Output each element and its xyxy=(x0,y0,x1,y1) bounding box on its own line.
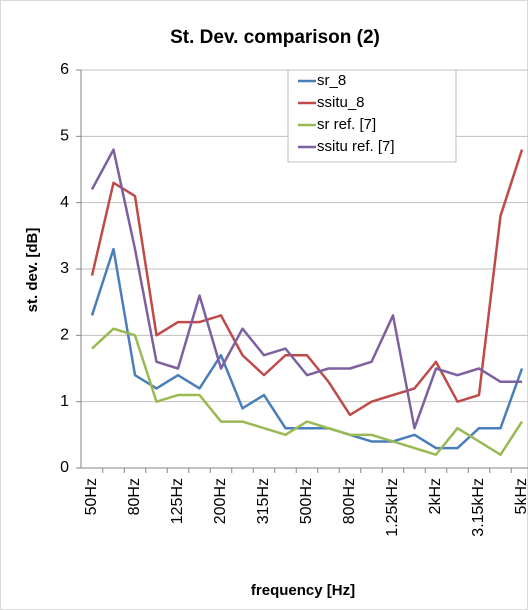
y-tick-label: 3 xyxy=(60,260,69,277)
x-tick-label: 800Hz xyxy=(341,478,358,524)
x-tick-label: 5kHz xyxy=(513,478,528,514)
line-series xyxy=(90,247,524,450)
y-tick-label: 6 xyxy=(60,61,69,78)
y-tick-label: 0 xyxy=(60,459,69,476)
x-tick-label: 125Hz xyxy=(169,478,186,524)
x-tick-label: 80Hz xyxy=(126,478,143,515)
y-tick-label: 1 xyxy=(60,393,69,410)
y-tick-label: 4 xyxy=(60,194,69,211)
line-series xyxy=(90,149,524,417)
legend-label: sr ref. [7] xyxy=(317,116,376,133)
x-tick-label: 500Hz xyxy=(298,478,315,524)
legend-label: ssitu_8 xyxy=(317,94,365,111)
x-tick-label: 200Hz xyxy=(212,478,229,524)
line-series xyxy=(91,327,524,456)
x-tick-label: 3.15kHz xyxy=(470,478,487,537)
x-tick-label: 315Hz xyxy=(255,478,272,524)
y-axis-title: st. dev. [dB] xyxy=(24,228,41,313)
chart-title: St. Dev. comparison (2) xyxy=(170,27,380,48)
x-tick-label: 1.25kHz xyxy=(384,478,401,537)
legend-label: sr_8 xyxy=(317,72,346,89)
y-tick-label: 2 xyxy=(60,327,69,344)
line-series xyxy=(90,148,522,430)
legend-label: ssitu ref. [7] xyxy=(317,138,395,155)
y-tick-label: 5 xyxy=(60,128,69,145)
x-axis-title: frequency [Hz] xyxy=(251,582,355,599)
x-tick-label: 50Hz xyxy=(83,478,100,515)
x-tick-label: 2kHz xyxy=(427,478,444,514)
